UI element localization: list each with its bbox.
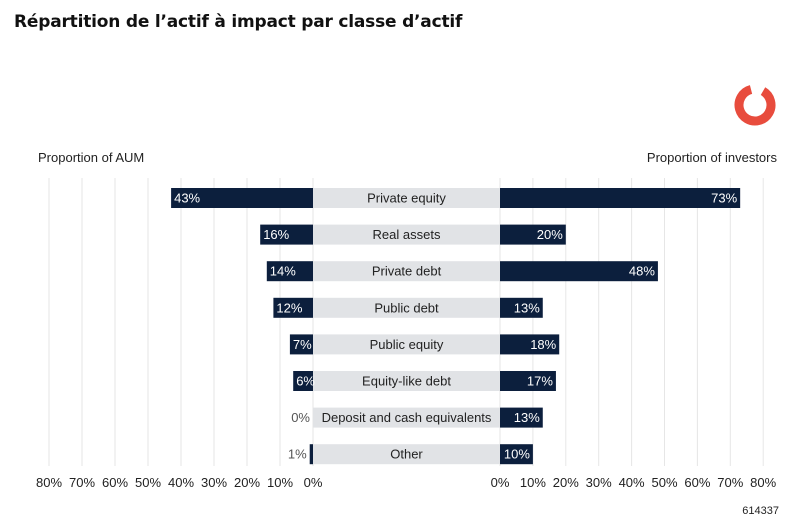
investors-bar	[500, 444, 533, 465]
chart-title: Répartition de l’actif à impact par clas…	[14, 12, 463, 32]
category-band	[313, 407, 500, 428]
category-band	[313, 261, 500, 282]
investors-bar	[500, 188, 741, 208]
category-label: Real assets	[373, 227, 441, 242]
investors-bar	[500, 297, 543, 318]
category-label: Deposit and cash equivalents	[322, 410, 492, 425]
right-tick-label: 30%	[586, 475, 612, 490]
investors-value-label: 20%	[537, 227, 563, 242]
investors-value-label: 13%	[514, 410, 540, 425]
aum-value-label: 0%	[291, 410, 310, 425]
investors-value-label: 73%	[711, 191, 737, 206]
aum-bar	[309, 444, 313, 465]
left-axis-title: Proportion of AUM	[38, 150, 145, 165]
right-tick-label: 80%	[750, 475, 776, 490]
aum-value-label: 14%	[270, 264, 296, 279]
aum-value-label: 1%	[288, 447, 307, 462]
investors-bar	[500, 261, 658, 282]
category-label: Public equity	[370, 337, 444, 352]
aum-bar	[266, 261, 313, 282]
category-label: Private equity	[367, 191, 446, 206]
right-tick-label: 70%	[717, 475, 743, 490]
right-tick-label: 20%	[553, 475, 579, 490]
right-tick-label: 50%	[651, 475, 677, 490]
chart-id: 614337	[742, 505, 779, 517]
left-tick-label: 80%	[36, 475, 62, 490]
category-label: Public debt	[374, 300, 439, 315]
left-tick-label: 50%	[135, 475, 161, 490]
investors-value-label: 13%	[514, 300, 540, 315]
aum-value-label: 16%	[263, 227, 289, 242]
investors-value-label: 18%	[530, 337, 556, 352]
left-tick-label: 40%	[168, 475, 194, 490]
aum-value-label: 7%	[293, 337, 312, 352]
right-tick-label: 10%	[520, 475, 546, 490]
investors-value-label: 48%	[629, 264, 655, 279]
aum-bar	[289, 334, 313, 355]
right-tick-label: 40%	[619, 475, 645, 490]
investors-value-label: 17%	[527, 374, 553, 389]
aum-bar	[171, 188, 313, 208]
category-band	[313, 224, 500, 245]
aum-value-label: 6%	[296, 374, 315, 389]
investors-bar	[500, 334, 560, 355]
left-tick-label: 20%	[234, 475, 260, 490]
aum-bar	[273, 297, 313, 318]
aum-value-label: 12%	[276, 300, 302, 315]
left-tick-label: 10%	[267, 475, 293, 490]
investors-value-label: 10%	[504, 447, 530, 462]
right-axis-title: Proportion of investors	[646, 150, 777, 165]
category-band	[313, 188, 500, 208]
left-tick-label: 0%	[304, 475, 323, 490]
aum-bar	[260, 224, 313, 245]
left-tick-label: 60%	[102, 475, 128, 490]
category-band	[313, 334, 500, 355]
category-band	[313, 371, 500, 391]
aum-bar	[293, 371, 313, 391]
ring-logo-icon	[734, 84, 776, 126]
right-tick-label: 60%	[684, 475, 710, 490]
aum-value-label: 43%	[174, 191, 200, 206]
investors-bar	[500, 224, 566, 245]
left-tick-label: 30%	[201, 475, 227, 490]
category-label: Other	[390, 447, 423, 462]
category-band	[313, 444, 500, 465]
right-tick-label: 0%	[491, 475, 510, 490]
category-band	[313, 297, 500, 318]
investors-bar	[500, 371, 556, 391]
investors-bar	[500, 407, 543, 428]
left-tick-label: 70%	[69, 475, 95, 490]
category-label: Equity-like debt	[362, 374, 451, 389]
category-label: Private debt	[372, 264, 442, 279]
